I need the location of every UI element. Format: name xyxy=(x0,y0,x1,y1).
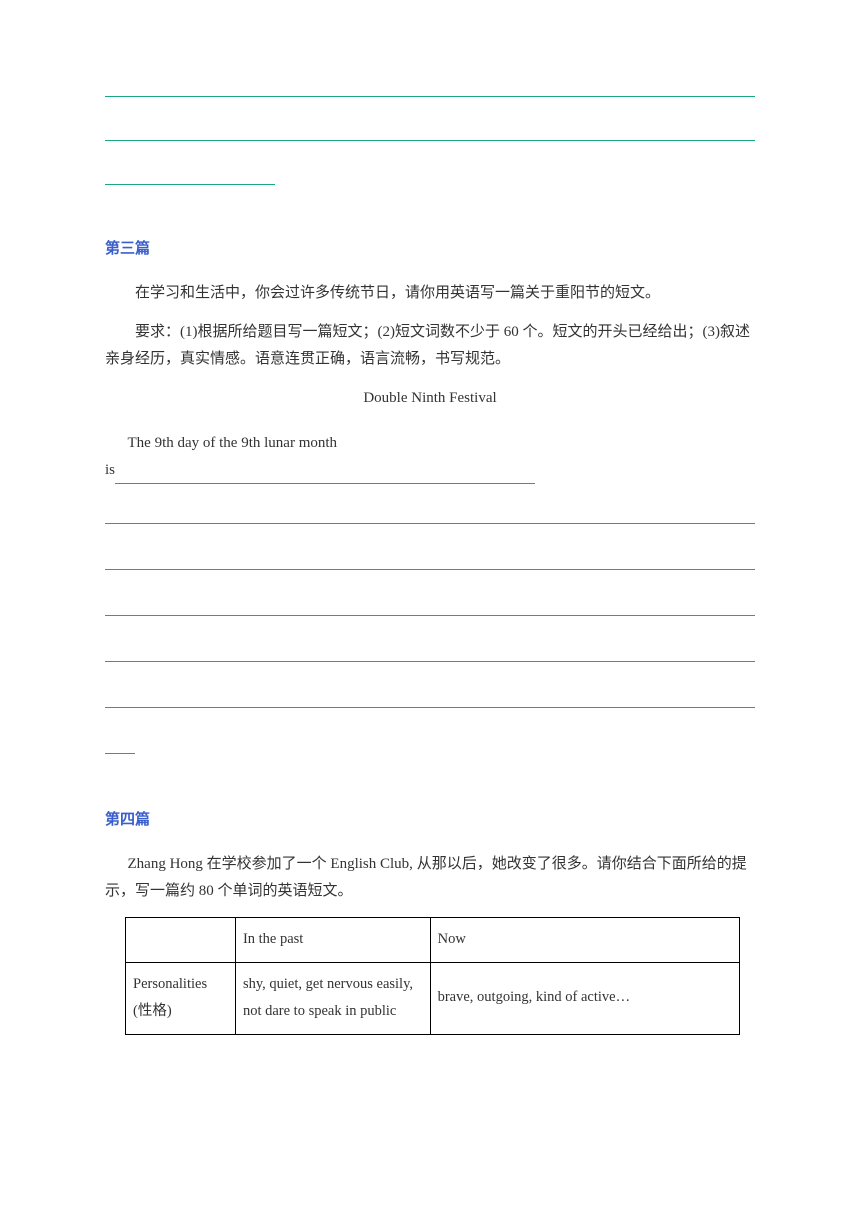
blank-line-tiny xyxy=(105,732,135,754)
section3-para1: 在学习和生活中，你会过许多传统节日，请你用英语写一篇关于重阳节的短文。 xyxy=(105,280,755,307)
row-past-cell: shy, quiet, get nervous easily,not dare … xyxy=(235,962,430,1034)
section3-blank-lines xyxy=(105,502,755,778)
section3-para2: 要求：(1)根据所给题目写一篇短文；(2)短文词数不少于 60 个。短文的开头已… xyxy=(105,319,755,373)
table-header-now: Now xyxy=(430,918,739,963)
section3-title: Double Ninth Festival xyxy=(105,385,755,412)
section4-para1: Zhang Hong 在学校参加了一个 English Club, 从那以后，她… xyxy=(105,851,755,905)
blank-line xyxy=(105,502,755,524)
table-row: Personalities (性格) shy, quiet, get nervo… xyxy=(126,962,740,1034)
table-header-empty xyxy=(126,918,236,963)
row-label-cell: Personalities (性格) xyxy=(126,962,236,1034)
blank-line xyxy=(105,640,755,662)
table-header-row: In the past Now xyxy=(126,918,740,963)
section3-heading: 第三篇 xyxy=(105,235,755,262)
blank-line xyxy=(105,548,755,570)
blank-line xyxy=(105,119,755,141)
starter-prefix: is xyxy=(105,462,115,478)
blank-line xyxy=(105,75,755,97)
row-now-cell: brave, outgoing, kind of active… xyxy=(430,962,739,1034)
fill-blank-inline xyxy=(115,466,535,484)
section4-heading: 第四篇 xyxy=(105,806,755,833)
section4-table: In the past Now Personalities (性格) shy, … xyxy=(125,917,740,1035)
table-header-past: In the past xyxy=(235,918,430,963)
blank-lines-top xyxy=(105,75,755,207)
starter-line2: is xyxy=(105,457,755,484)
section3-starter: The 9th day of the 9th lunar month is xyxy=(105,430,755,484)
blank-line xyxy=(105,686,755,708)
row-label: Personalities xyxy=(133,976,207,992)
blank-line-short xyxy=(105,163,275,185)
blank-line xyxy=(105,594,755,616)
row-label-cn: (性格) xyxy=(133,1003,172,1019)
starter-line1: The 9th day of the 9th lunar month xyxy=(105,430,755,457)
